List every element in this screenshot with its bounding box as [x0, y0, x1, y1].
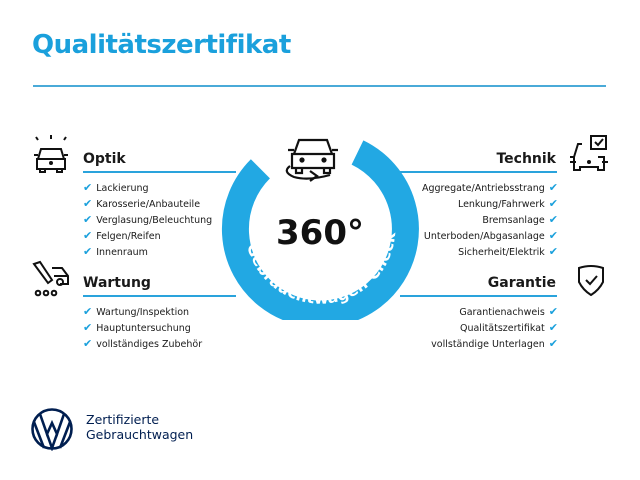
badge-number: 360° — [276, 213, 364, 253]
vw-logo — [31, 408, 73, 451]
section-heading-optik: Optik — [83, 151, 126, 167]
check-icon: ✔ — [83, 305, 93, 318]
brand-text: Zertifizierte Gebrauchtwagen — [86, 412, 193, 442]
list-item: ✔ Lackierung — [83, 181, 149, 194]
divider — [83, 295, 236, 297]
list-item: Qualitätszertifikat ✔ — [459, 321, 558, 334]
divider — [400, 295, 557, 297]
service-car-wrench-icon — [32, 260, 69, 297]
check-icon: ✔ — [548, 213, 558, 226]
check-icon: ✔ — [548, 181, 558, 194]
list-item: Bremsanlage ✔ — [482, 213, 558, 226]
list-item: ✔ Hauptuntersuchung — [83, 321, 191, 334]
check-icon: ✔ — [548, 197, 558, 210]
list-item: vollständige Unterlagen ✔ — [431, 337, 558, 350]
badge-360: 360° Gebrauchtwagen-Check — [221, 138, 419, 320]
check-icon: ✔ — [83, 229, 93, 242]
check-icon: ✔ — [548, 245, 558, 258]
title-divider — [33, 85, 606, 87]
check-icon: ✔ — [548, 229, 558, 242]
list-item: Aggregate/Antriebsstrang ✔ — [421, 181, 558, 194]
list-item: Sicherheit/Elektrik ✔ — [458, 245, 558, 258]
optik-list: ✔ Lackierung ✔ Karosserie/Anbauteile ✔ Verg… — [83, 180, 212, 260]
divider — [83, 171, 236, 173]
check-icon: ✔ — [83, 181, 93, 194]
check-icon: ✔ — [548, 305, 558, 318]
shield-check-icon — [578, 265, 604, 297]
list-item: ✔ Wartung/Inspektion — [83, 305, 190, 318]
check-icon: ✔ — [548, 321, 558, 334]
badge-ring — [221, 140, 419, 320]
section-heading-wartung: Wartung — [83, 275, 151, 291]
list-item: ✔ Verglasung/Beleuchtung — [83, 213, 213, 226]
list-item: Garantienachweis ✔ — [459, 305, 558, 318]
check-icon: ✔ — [83, 321, 93, 334]
check-icon: ✔ — [83, 337, 93, 350]
car-lights-icon — [34, 135, 68, 173]
page-title: Qualitätszertifikat — [32, 30, 291, 60]
car-rotate-icon — [285, 138, 338, 182]
brand-line-1: Zertifizierte — [86, 412, 160, 427]
car-checklist-icon — [570, 135, 608, 171]
brand-line-2: Gebrauchtwagen — [86, 427, 194, 442]
wartung-list: ✔ Wartung/Inspektion ✔ Hauptuntersuchung ✔… — [83, 304, 202, 352]
garantie-list: Garantienachweis ✔ Qualitätszertifikat ✔ v… — [431, 304, 558, 352]
list-item: ✔ vollständiges Zubehör — [83, 337, 203, 350]
section-heading-technik: Technik — [496, 151, 556, 167]
list-item: Lenkung/Fahrwerk ✔ — [457, 197, 558, 210]
check-icon: ✔ — [83, 213, 93, 226]
list-item: Unterboden/Abgasanlage ✔ — [423, 229, 558, 242]
list-item: ✔ Karosserie/Anbauteile — [83, 197, 201, 210]
check-icon: ✔ — [83, 197, 93, 210]
technik-list: Aggregate/Antriebsstrang ✔ Lenkung/Fahrwe… — [422, 180, 558, 260]
check-icon: ✔ — [548, 337, 558, 350]
list-item: ✔ Felgen/Reifen — [83, 229, 161, 242]
divider — [400, 171, 557, 173]
check-icon: ✔ — [83, 245, 93, 258]
list-item: ✔ Innenraum — [83, 245, 148, 258]
section-heading-garantie: Garantie — [487, 275, 556, 291]
